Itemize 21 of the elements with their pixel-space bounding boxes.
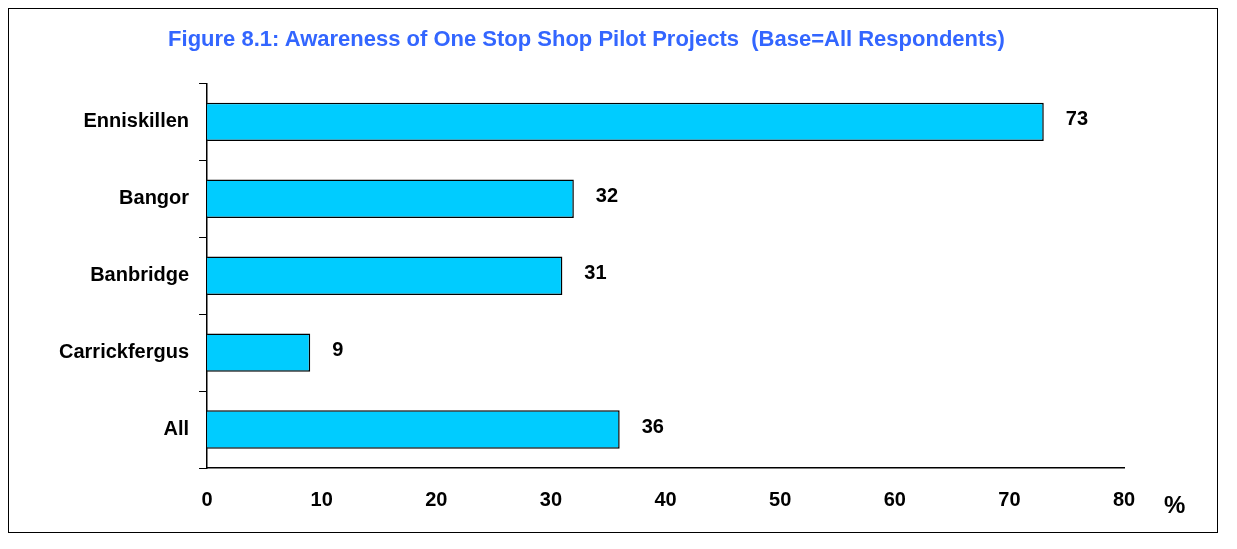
x-tick-label: 20 xyxy=(425,487,448,510)
data-label: 31 xyxy=(584,261,607,284)
x-tick-label: 30 xyxy=(539,487,563,510)
data-label: 32 xyxy=(595,184,619,207)
x-tick-label: 70 xyxy=(998,487,1021,510)
y-tick-label: Enniskillen xyxy=(83,109,190,132)
x-tick-label: 50 xyxy=(769,487,792,510)
data-label: 36 xyxy=(641,415,664,438)
y-tick-label: Banbridge xyxy=(90,263,190,286)
data-label: 9 xyxy=(332,338,344,361)
y-tick-label: Carrickfergus xyxy=(59,340,190,363)
y-tick-label: All xyxy=(163,417,190,440)
x-tick-label: 10 xyxy=(310,487,333,510)
y-tick-label: Bangor xyxy=(119,186,190,209)
x-axis-title: % xyxy=(1164,490,1186,518)
x-tick-label: 0 xyxy=(201,487,213,510)
chart-title: Figure 8.1: Awareness of One Stop Shop Pilot Projects (Base=All Respondents) xyxy=(168,26,1005,52)
x-tick-label: 80 xyxy=(1112,487,1136,510)
x-tick-label: 60 xyxy=(883,487,906,510)
data-label: 73 xyxy=(1065,107,1089,130)
x-tick-label: 40 xyxy=(654,487,677,510)
